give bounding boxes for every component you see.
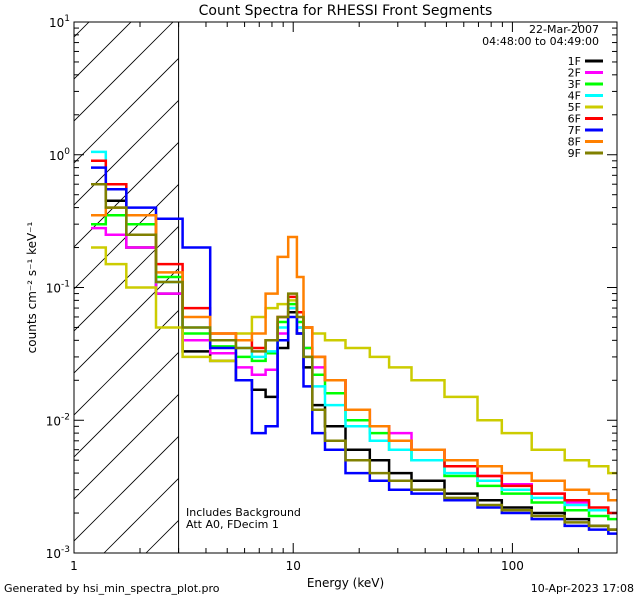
hatch-line [74, 141, 179, 248]
y-tick-label: 10-1 [46, 280, 70, 296]
annotation-text: Includes Background [186, 506, 301, 519]
series-group [91, 150, 617, 535]
x-tick-label: 1 [70, 559, 78, 573]
hatch-line [74, 22, 90, 38]
hatch-lines [0, 0, 640, 553]
legend-label-4F: 4F [568, 90, 581, 103]
legend-label-1F: 1F [568, 55, 581, 68]
series-line-1F [91, 182, 617, 531]
hatch-line [524, 0, 640, 553]
hatch-line [74, 309, 179, 416]
legend-label-7F: 7F [568, 124, 581, 137]
x-axis-label: Energy (keV) [307, 576, 384, 590]
y-tick-label: 10-3 [46, 545, 70, 561]
legend-date: 22-Mar-2007 [529, 23, 599, 36]
hatch-line [0, 0, 116, 553]
series-line-4F [91, 150, 617, 515]
hatch-line [608, 0, 640, 553]
series-line-7F [91, 166, 617, 535]
legend-time-range: 04:48:00 to 04:49:00 [482, 35, 599, 48]
hatch-line [482, 0, 640, 553]
hatch-line [74, 22, 174, 122]
series-line-2F [91, 226, 617, 515]
legend-label-3F: 3F [568, 78, 581, 91]
hatch-line [103, 477, 179, 553]
footer-timestamp: 10-Apr-2023 17:08 [530, 582, 634, 595]
chart-title: Count Spectra for RHESSI Front Segments [199, 3, 493, 19]
y-tick-label: 101 [49, 14, 70, 30]
hatch-line [145, 519, 179, 553]
hatch-line [74, 435, 179, 542]
hatch-line [74, 351, 179, 458]
legend-label-2F: 2F [568, 67, 581, 80]
footer-generated-by: Generated by hsi_min_spectra_plot.pro [4, 582, 220, 595]
hatch-line [74, 183, 179, 290]
legend-label-9F: 9F [568, 147, 581, 160]
hatch-line [440, 0, 640, 553]
x-tick-label: 10 [286, 559, 301, 573]
annotation-text: Att A0, FDecim 1 [186, 518, 279, 531]
hatch-line [74, 225, 179, 332]
hatch-line [74, 393, 179, 500]
hatch-line [74, 22, 132, 80]
hatch-line [398, 0, 640, 553]
series-line-8F [91, 206, 617, 502]
legend-label-5F: 5F [568, 101, 581, 114]
legend-label-6F: 6F [568, 113, 581, 126]
series-line-9F [91, 182, 617, 531]
hatched-region [0, 0, 640, 553]
x-tick-label: 100 [501, 559, 524, 573]
legend-label-8F: 8F [568, 136, 581, 149]
y-tick-label: 10-2 [46, 412, 70, 428]
y-axis-label: counts cm⁻² s⁻¹ keV⁻¹ [25, 221, 39, 353]
hatch-line [74, 57, 179, 164]
y-tick-label: 100 [49, 147, 70, 163]
hatch-line [272, 0, 640, 553]
